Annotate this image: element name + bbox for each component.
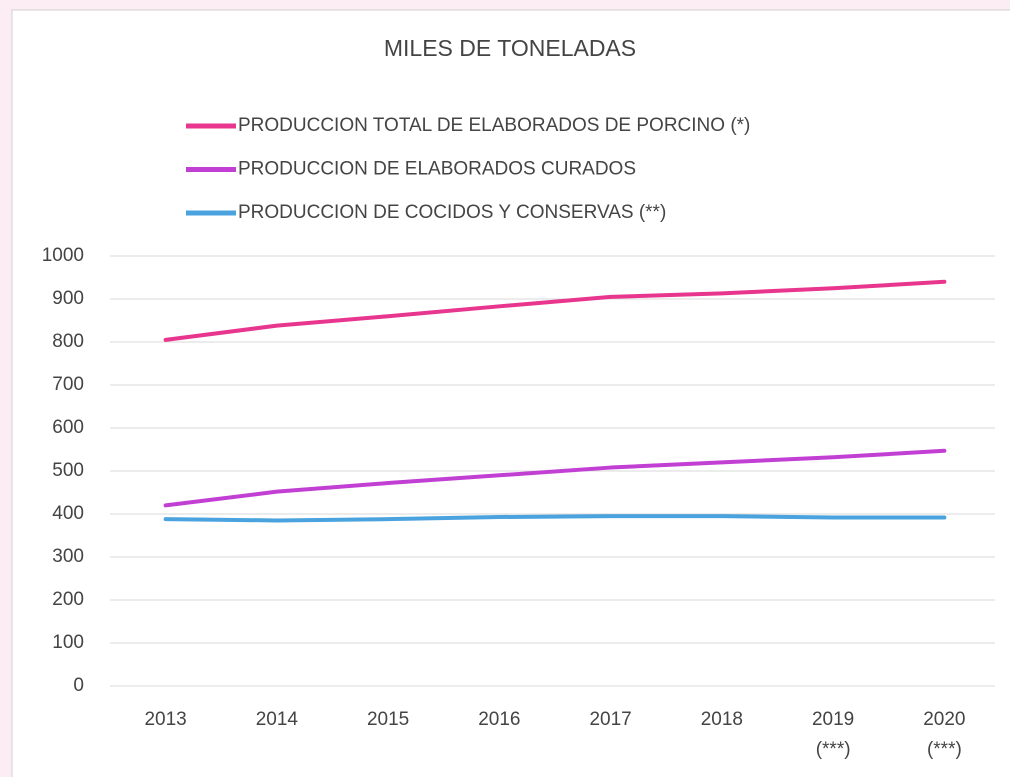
y-tick-label: 100 xyxy=(52,632,84,653)
x-tick-label: 2020 (***) xyxy=(923,709,965,760)
y-tick-label: 900 xyxy=(52,288,84,309)
y-tick-label: 500 xyxy=(52,460,84,481)
x-tick-label: 2019 (***) xyxy=(812,709,854,760)
legend-label: PRODUCCION TOTAL DE ELABORADOS DE PORCIN… xyxy=(238,115,750,136)
y-tick-label: 400 xyxy=(52,503,84,524)
y-tick-label: 700 xyxy=(52,374,84,395)
y-tick-label: 800 xyxy=(52,331,84,352)
series-line xyxy=(163,514,947,523)
y-tick-label: 200 xyxy=(52,589,84,610)
x-tick-label: 2016 xyxy=(478,709,520,730)
x-tick-label: 2015 xyxy=(367,709,409,730)
legend-label: PRODUCCION DE ELABORADOS CURADOS xyxy=(238,159,636,180)
x-tick-label: 2018 xyxy=(701,709,743,730)
chart-title: MILES DE TONELADAS xyxy=(384,35,636,61)
x-tick-label: 2013 xyxy=(144,709,186,730)
x-tick-label: 2017 xyxy=(589,709,631,730)
y-tick-label: 300 xyxy=(52,546,84,567)
chart-frame xyxy=(11,9,1010,777)
y-tick-label: 0 xyxy=(73,675,84,696)
legend-label: PRODUCCION DE COCIDOS Y CONSERVAS (**) xyxy=(238,202,666,223)
series-line xyxy=(163,448,947,508)
x-tick-label: 2014 xyxy=(256,709,299,730)
y-tick-label: 1000 xyxy=(42,245,84,266)
series-line xyxy=(163,279,947,342)
y-tick-label: 600 xyxy=(52,417,84,438)
